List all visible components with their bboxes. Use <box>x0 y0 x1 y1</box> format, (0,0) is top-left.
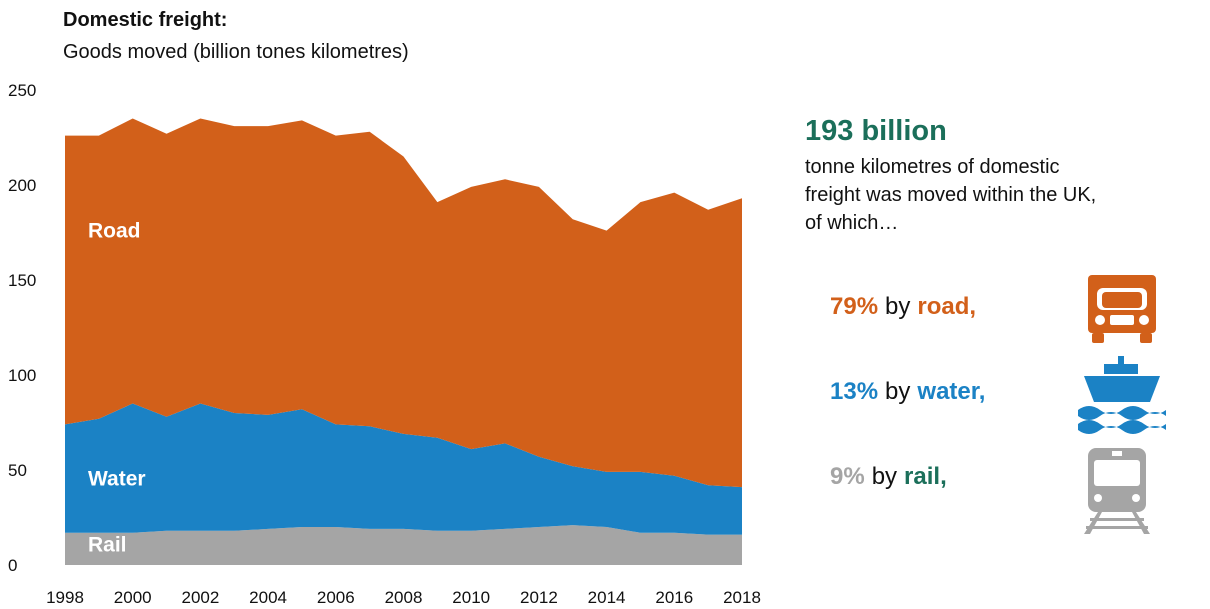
headline: 193 billion <box>805 115 947 147</box>
y-tick-label: 250 <box>8 81 36 100</box>
y-tick-label: 150 <box>8 271 36 290</box>
area <box>65 403 742 535</box>
panel: tonne kilometres of domestic freight was … <box>805 156 1096 490</box>
share-mode: rail, <box>904 463 947 490</box>
ship-icon <box>1078 356 1166 434</box>
x-tick-label: 1998 <box>46 588 84 607</box>
x-tick-label: 2014 <box>588 588 626 607</box>
area <box>65 525 742 565</box>
x-tick-label: 2000 <box>114 588 152 607</box>
x-tick-label: 2010 <box>452 588 490 607</box>
share-percent: 79% <box>830 293 878 320</box>
area-label: Rail <box>88 534 127 557</box>
x-tick-label: 2006 <box>317 588 355 607</box>
chart-subtitle: Goods moved (billion tones kilometres) <box>63 41 409 63</box>
x-tick-label: 2012 <box>520 588 558 607</box>
area-label: Road <box>88 219 141 242</box>
share-by: by <box>872 463 897 490</box>
mode-share: 13% by water, <box>830 378 985 405</box>
y-tick-label: 200 <box>8 176 36 195</box>
mode-share: 9% by rail, <box>830 463 947 490</box>
share-by: by <box>885 378 910 405</box>
share-percent: 13% <box>830 378 878 405</box>
x-tick-label: 2002 <box>181 588 219 607</box>
truck-icon <box>1088 275 1156 343</box>
y-tick-label: 0 <box>8 556 17 575</box>
x-tick-label: 2018 <box>723 588 761 607</box>
share-percent: 9% <box>830 463 865 490</box>
share-mode: water, <box>916 378 985 405</box>
description-line: freight was moved within the UK, <box>805 184 1096 206</box>
area <box>65 118 742 488</box>
x-tick-label: 2004 <box>249 588 287 607</box>
chart-title: Domestic freight: <box>63 9 227 31</box>
area-label: Water <box>88 467 146 490</box>
x-tick-label: 2008 <box>385 588 423 607</box>
y-tick-label: 100 <box>8 366 36 385</box>
mode-share: 79% by road, <box>830 293 976 320</box>
share-mode: road, <box>917 293 976 320</box>
x-tick-label: 2016 <box>655 588 693 607</box>
description-line: tonne kilometres of domestic <box>805 156 1060 178</box>
description-line: of which… <box>805 212 898 234</box>
plot: Rail Water Road <box>65 118 742 565</box>
share-by: by <box>885 293 910 320</box>
train-icon <box>1084 448 1150 534</box>
y-tick-label: 50 <box>8 461 27 480</box>
